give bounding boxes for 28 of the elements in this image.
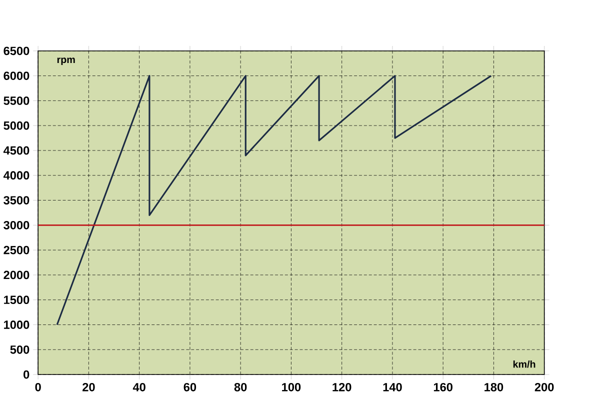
x-axis-title: km/h: [513, 360, 536, 368]
y-tick-label: 6000: [4, 72, 30, 80]
y-tick-label: 1500: [4, 296, 30, 304]
y-tick-label: 4000: [3, 171, 30, 180]
y-axis-title: rpm: [57, 58, 75, 65]
x-tick-label: 0: [35, 382, 41, 392]
y-tick-label: 2500: [4, 246, 30, 254]
x-tick-label: 140: [383, 382, 402, 392]
x-tick-label: 180: [484, 382, 504, 392]
x-tick-label: 40: [132, 382, 146, 392]
y-tick-label: 5000: [4, 121, 30, 130]
x-tick-label: 100: [282, 382, 301, 392]
y-tick-label: 5500: [4, 96, 30, 105]
y-tick-label: 3000: [4, 220, 30, 230]
x-tick-label: 200: [534, 382, 554, 392]
x-tick-label: 20: [82, 382, 95, 392]
y-tick-label: 3500: [4, 196, 30, 204]
y-tick-label: 500: [10, 345, 30, 354]
y-tick-label: 0: [24, 370, 30, 379]
y-tick-label: 4500: [3, 146, 30, 155]
x-tick-label: 160: [434, 382, 452, 392]
x-tick-label: 60: [184, 382, 196, 392]
x-tick-label: 80: [234, 382, 247, 392]
line-series: [56, 75, 492, 326]
y-tick-label: 2000: [4, 270, 30, 280]
y-tick-label: 6500: [4, 46, 30, 56]
y-tick-label: 1000: [4, 320, 30, 329]
x-tick-label: 120: [332, 382, 352, 392]
